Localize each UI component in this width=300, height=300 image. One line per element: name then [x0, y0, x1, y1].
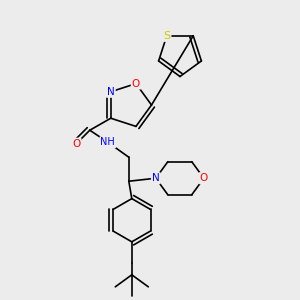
Text: O: O — [200, 173, 208, 183]
Text: N: N — [107, 87, 115, 97]
Text: S: S — [163, 31, 170, 41]
Text: O: O — [72, 139, 80, 149]
Text: NH: NH — [100, 137, 115, 147]
Text: N: N — [152, 173, 160, 183]
Text: O: O — [132, 79, 140, 88]
